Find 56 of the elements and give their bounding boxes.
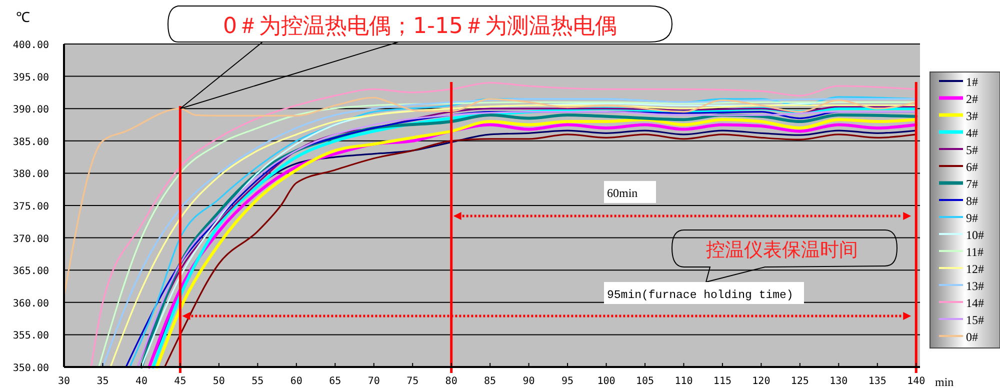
x-tick-label: 45 [174, 376, 186, 387]
legend-label: 6# [966, 160, 978, 174]
x-tick-label: 90 [522, 376, 535, 387]
annotation: 60min [607, 186, 638, 200]
x-tick-label: 80 [445, 376, 458, 387]
legend-label: 10# [966, 228, 984, 242]
x-tick-label: 70 [368, 376, 380, 387]
y-tick-label: 360.00 [12, 298, 49, 310]
x-tick-label: 40 [135, 376, 148, 387]
annotation: 0＃为控温热电偶；1-15＃为测温热电偶 [223, 14, 617, 39]
y-axis-title: ℃ [16, 10, 30, 26]
legend-label: 15# [966, 313, 984, 327]
x-tick-label: 130 [830, 376, 848, 387]
y-tick-label: 370.00 [12, 234, 49, 245]
x-tick-label: 95 [562, 376, 574, 387]
x-tick-label: 110 [674, 376, 693, 387]
y-tick-label: 375.00 [12, 202, 49, 212]
x-tick-label: 50 [212, 376, 225, 387]
y-tick-label: 380.00 [12, 169, 49, 180]
legend-label: 11# [966, 245, 984, 259]
y-tick-label: 350.00 [12, 363, 49, 374]
x-tick-label: 60 [290, 376, 302, 387]
legend-label: 7# [966, 177, 978, 191]
x-tick-label: 75 [406, 376, 419, 387]
legend-label: 4# [966, 126, 978, 140]
x-tick-label: 125 [790, 376, 809, 387]
annotation: 控温仪表保温时间 [706, 239, 858, 261]
x-tick-label: 65 [329, 376, 342, 387]
annotation: 95min(furnace holding time) [607, 289, 794, 302]
x-tick-label: 105 [636, 376, 654, 387]
x-tick-label: 135 [868, 376, 886, 387]
legend-label: 12# [966, 262, 984, 276]
legend-label: 8# [966, 194, 978, 208]
y-tick-label: 385.00 [12, 136, 49, 148]
y-tick-label: 355.00 [12, 330, 49, 342]
legend-label: 13# [966, 279, 984, 293]
x-tick-label: 85 [484, 376, 496, 387]
x-tick-label: 55 [252, 376, 264, 387]
x-tick-label: 120 [752, 376, 770, 387]
x-axis-title: min [935, 375, 954, 389]
legend-label: 14# [966, 296, 984, 310]
legend-label: 5# [966, 143, 978, 157]
legend-label: 3# [966, 109, 978, 123]
legend-label: 0# [966, 330, 978, 344]
y-tick-label: 365.00 [12, 266, 49, 278]
y-tick-label: 395.00 [12, 72, 49, 84]
y-tick-label: 390.00 [12, 104, 49, 116]
x-tick-label: 35 [96, 376, 109, 387]
legend-label: 9# [966, 211, 978, 225]
x-tick-label: 30 [58, 376, 70, 387]
x-tick-label: 115 [713, 376, 732, 387]
y-tick-label: 400.00 [12, 40, 49, 51]
legend-label: 1# [966, 75, 978, 89]
x-tick-label: 140 [907, 376, 926, 387]
x-tick-label: 100 [597, 376, 616, 387]
legend-label: 2# [966, 92, 978, 106]
